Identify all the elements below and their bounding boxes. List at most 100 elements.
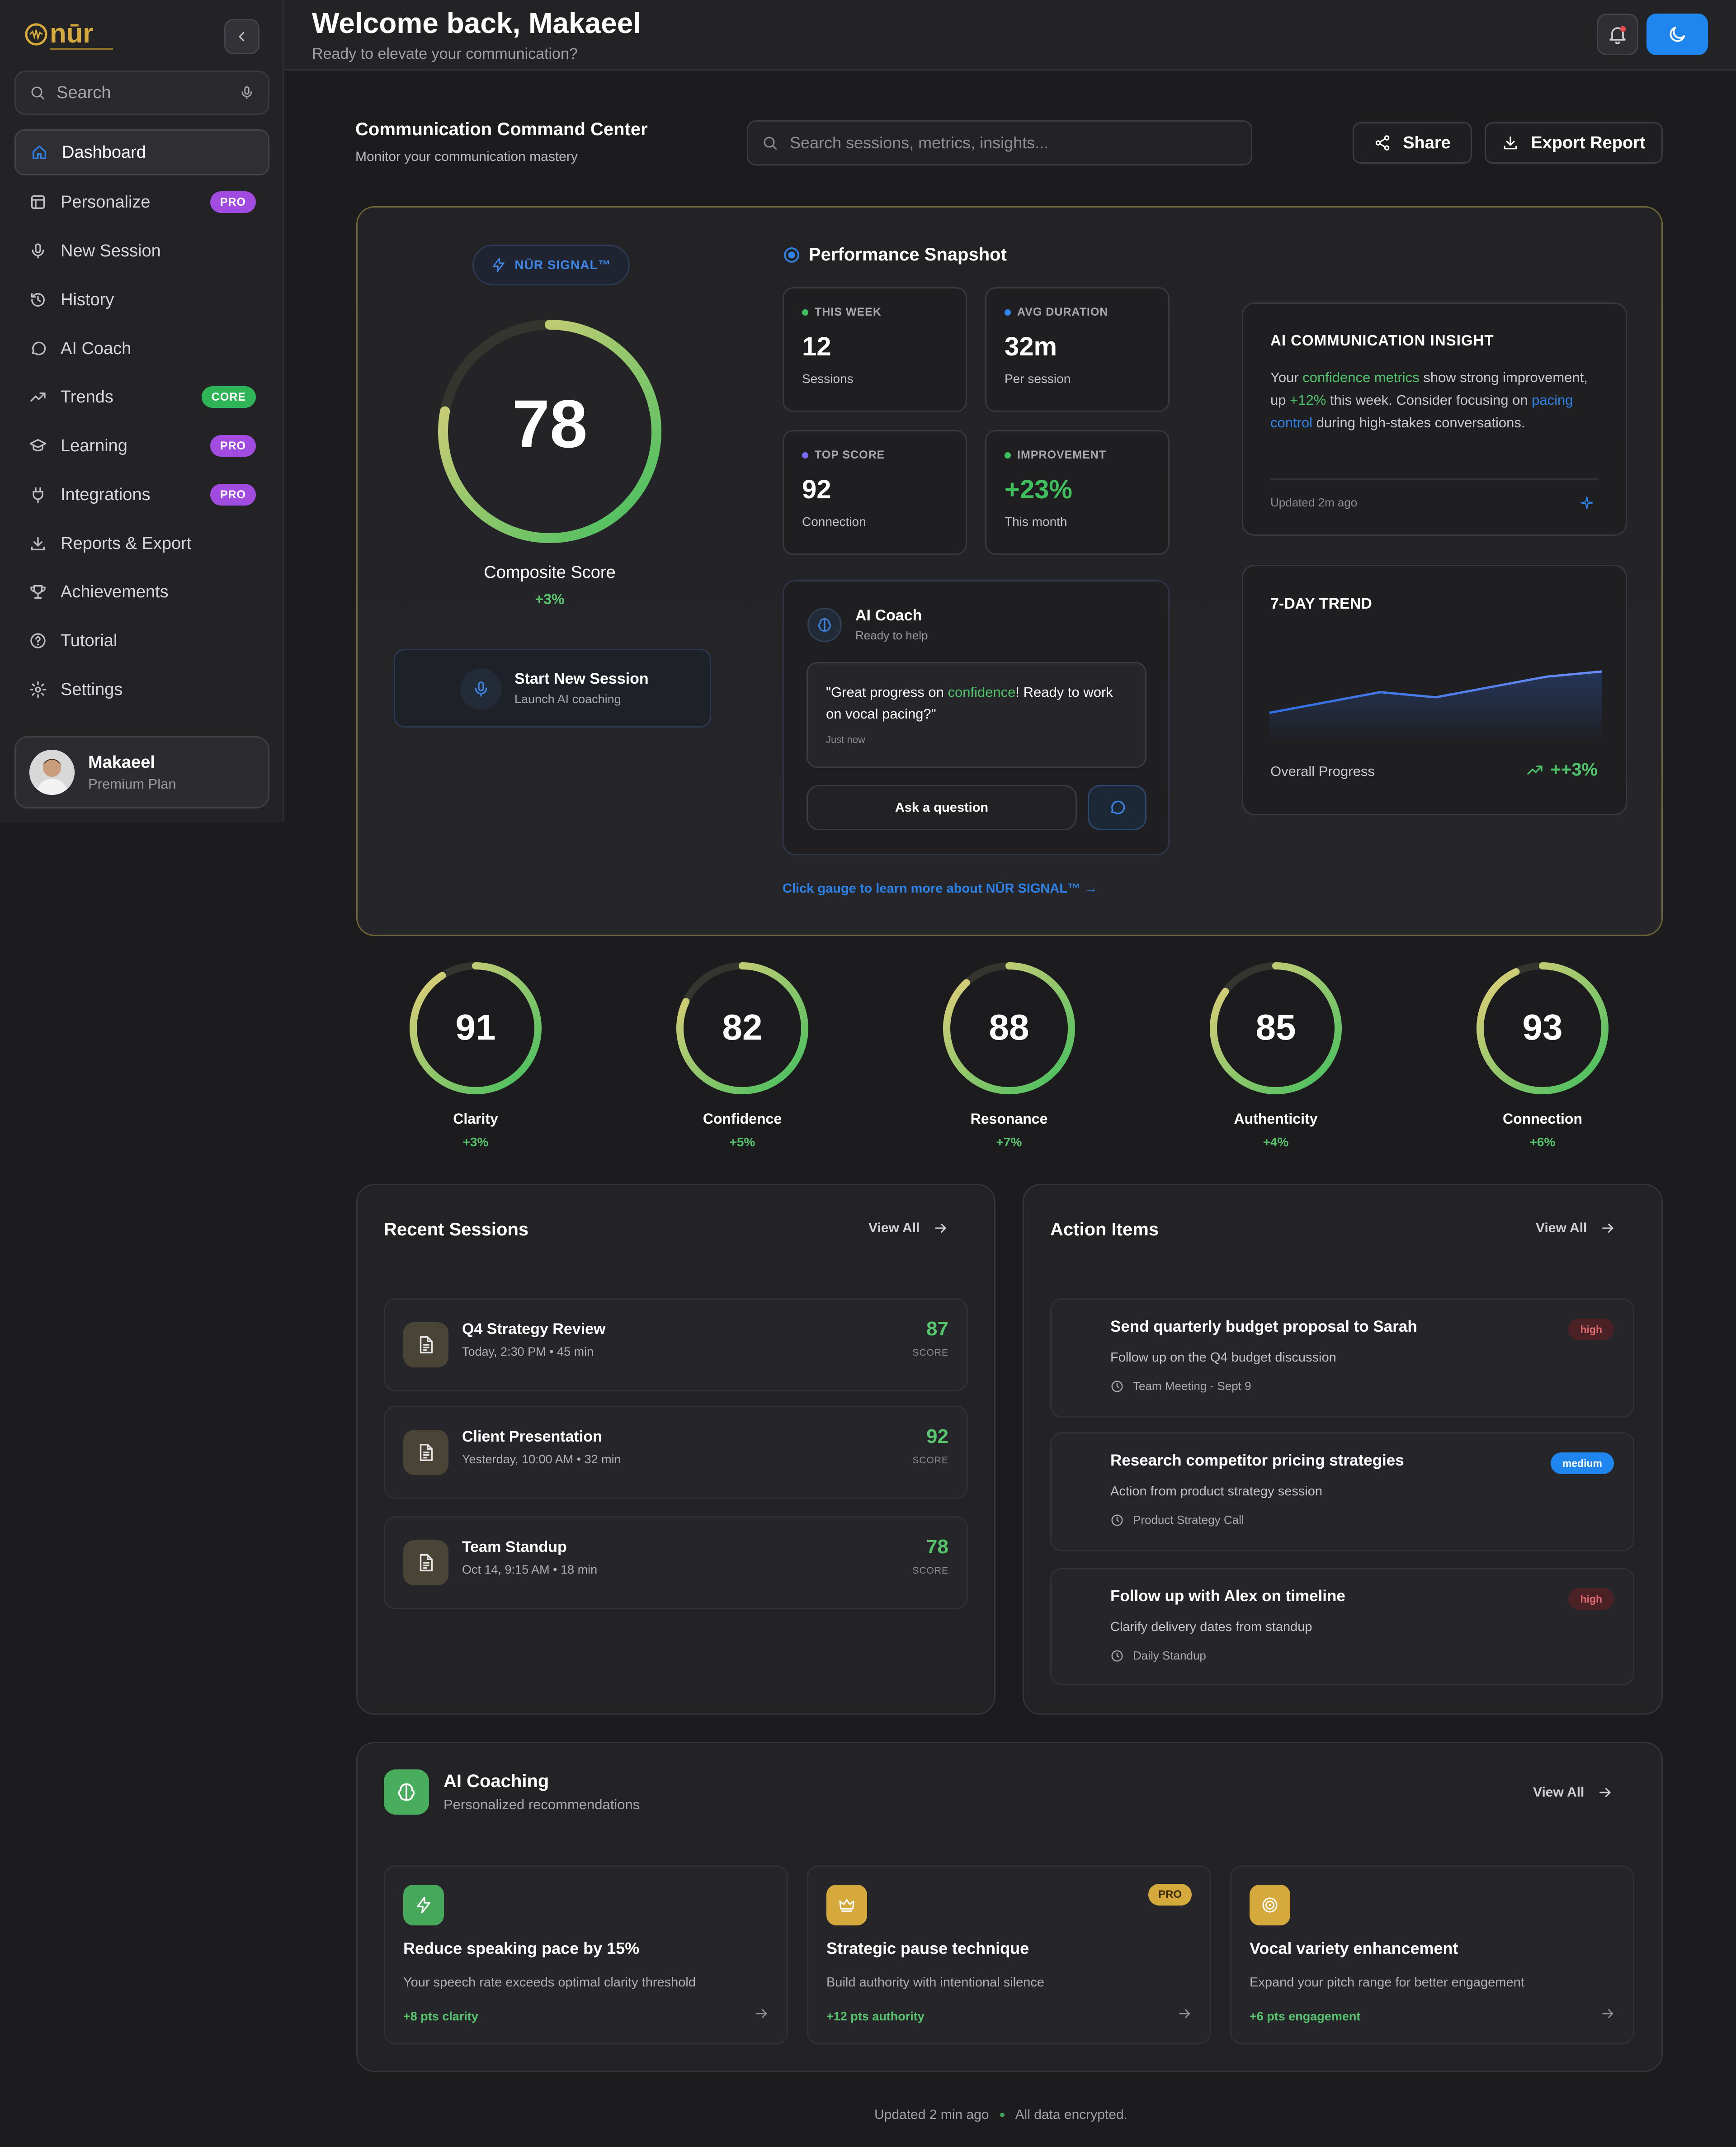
nur-signal-label: NŪR SIGNAL™ [514, 258, 611, 272]
ai-insight-card: AI COMMUNICATION INSIGHT Your confidence… [1242, 303, 1627, 536]
sidebar-item-ai-coach[interactable]: AI Coach [14, 326, 269, 372]
user-profile-card[interactable]: Makaeel Premium Plan [14, 736, 269, 809]
sidebar-item-label: Reports & Export [61, 534, 192, 553]
metric-gauge-connection[interactable]: 93 Connection +6% [1470, 960, 1615, 1168]
recommendation-card[interactable]: Reduce speaking pace by 15% Your speech … [384, 1865, 788, 2044]
lightning-icon [403, 1885, 444, 1925]
ai-coaching-view-all[interactable]: View All [1533, 1785, 1613, 1800]
stat-key: TOP SCORE [815, 449, 885, 461]
sidebar-search[interactable]: Search [14, 71, 269, 115]
sidebar-item-reports-export[interactable]: Reports & Export [14, 520, 269, 567]
arrow-right-icon [1602, 1223, 1613, 1233]
insight-text: Your [1270, 369, 1303, 385]
sidebar-item-settings[interactable]: Settings [14, 667, 269, 713]
ai-coaching-title: AI Coaching [443, 1771, 549, 1791]
action-source: Team Meeting - Sept 9 [1110, 1379, 1251, 1393]
session-meta: Yesterday, 10:00 AM • 32 min [462, 1452, 621, 1466]
session-row[interactable]: Client Presentation Yesterday, 10:00 AM … [384, 1406, 968, 1499]
footer-updated: Updated 2 min ago [874, 2107, 989, 2122]
recommendation-card[interactable]: PRO Strategic pause technique Build auth… [807, 1865, 1211, 2044]
main-search-input[interactable]: Search sessions, metrics, insights... [747, 120, 1252, 166]
stat-key: AVG DURATION [1017, 306, 1109, 318]
recommendation-title: Reduce speaking pace by 15% [403, 1939, 640, 1958]
pro-badge: PRO [210, 191, 256, 213]
sidebar-item-label: Trends [61, 387, 113, 407]
action-item[interactable]: Research competitor pricing strategies A… [1050, 1432, 1634, 1551]
footer: Updated 2 min ago All data encrypted. [874, 2107, 1127, 2123]
document-icon [403, 1430, 448, 1475]
trend-line [1269, 670, 1602, 714]
score-label: SCORE [912, 1565, 948, 1576]
trending-up-icon [27, 386, 49, 408]
microphone-icon[interactable] [239, 85, 255, 100]
microphone-icon [27, 240, 49, 262]
sidebar-item-new-session[interactable]: New Session [14, 228, 269, 274]
status-dot [1005, 309, 1011, 316]
ai-coaching-panel: AI Coaching Personalized recommendations… [356, 1742, 1663, 2072]
metric-gauge-confidence[interactable]: 82 Confidence +5% [670, 960, 815, 1168]
action-desc: Follow up on the Q4 budget discussion [1110, 1350, 1336, 1365]
session-title: Q4 Strategy Review [462, 1320, 606, 1338]
sidebar-item-trends[interactable]: Trends CORE [14, 374, 269, 420]
session-score: 78 [926, 1536, 948, 1558]
metric-gauge-clarity[interactable]: 91 Clarity +3% [403, 960, 548, 1168]
composite-score-gauge[interactable] [434, 316, 665, 547]
session-row[interactable]: Team Standup Oct 14, 9:15 AM • 18 min 78… [384, 1516, 968, 1609]
performance-snapshot-label: Performance Snapshot [809, 245, 1007, 265]
session-score: 92 [926, 1425, 948, 1447]
stat-value: 92 [802, 475, 831, 504]
collapse-sidebar-button[interactable] [224, 19, 259, 54]
command-center-subtitle: Monitor your communication mastery [355, 149, 578, 164]
sidebar-item-learning[interactable]: Learning PRO [14, 423, 269, 469]
metric-score: 91 [455, 1007, 496, 1047]
metric-gauge-authenticity[interactable]: 85 Authenticity +4% [1203, 960, 1348, 1168]
session-meta: Today, 2:30 PM • 45 min [462, 1345, 594, 1358]
recommendation-title: Strategic pause technique [826, 1939, 1029, 1958]
view-all-label: View All [1533, 1785, 1585, 1800]
sidebar-item-integrations[interactable]: Integrations PRO [14, 472, 269, 518]
session-score: 87 [926, 1318, 948, 1340]
action-item[interactable]: Send quarterly budget proposal to Sarah … [1050, 1298, 1634, 1418]
hero-panel: NŪR SIGNAL™ 78 Composite Score +3% Start… [356, 206, 1663, 936]
status-dot [802, 452, 808, 459]
action-item[interactable]: Follow up with Alex on timeline Clarify … [1050, 1568, 1634, 1685]
sidebar-item-dashboard[interactable]: Dashboard [14, 129, 269, 175]
sidebar-item-history[interactable]: History [14, 277, 269, 323]
metric-label: Connection [1503, 1111, 1582, 1127]
stat-sub: This month [1005, 515, 1067, 529]
action-title: Research competitor pricing strategies [1110, 1452, 1404, 1469]
start-new-session-button[interactable]: Start New Session Launch AI coaching [394, 649, 711, 728]
sidebar-item-personalize[interactable]: Personalize PRO [14, 179, 269, 225]
priority-badge: high [1568, 1319, 1614, 1340]
gauge-ring [1477, 962, 1609, 1094]
ai-coaching-subtitle: Personalized recommendations [443, 1797, 640, 1812]
stat-card-this-week: THIS WEEK 12 Sessions [783, 287, 967, 412]
trend-chart [1269, 670, 1602, 742]
notifications-button[interactable] [1597, 14, 1638, 55]
learn-more-link[interactable]: Click gauge to learn more about NŪR SIGN… [783, 881, 1098, 896]
send-message-button[interactable] [1088, 785, 1146, 830]
command-center-title: Communication Command Center [355, 119, 648, 139]
export-report-button[interactable]: Export Report [1485, 122, 1663, 164]
composite-score-value: 78 [512, 386, 588, 462]
sidebar-item-label: Tutorial [61, 631, 118, 650]
share-button[interactable]: Share [1353, 122, 1472, 164]
metric-gauge-resonance[interactable]: 88 Resonance +7% [937, 960, 1081, 1168]
nur-signal-pill[interactable]: NŪR SIGNAL™ [472, 245, 630, 285]
brain-icon [384, 1769, 429, 1815]
recommendation-card[interactable]: Vocal variety enhancement Expand your pi… [1230, 1865, 1634, 2044]
stat-key: IMPROVEMENT [1017, 449, 1107, 461]
action-items-view-all[interactable]: View All [1536, 1220, 1616, 1236]
trend-value-text: ++3% [1550, 760, 1598, 780]
message-time: Just now [826, 734, 865, 745]
clock-icon [1111, 1514, 1123, 1526]
priority-badge: medium [1550, 1452, 1614, 1474]
metric-delta: +7% [996, 1135, 1022, 1149]
plug-icon [27, 484, 49, 506]
recent-sessions-view-all[interactable]: View All [868, 1220, 948, 1236]
session-row[interactable]: Q4 Strategy Review Today, 2:30 PM • 45 m… [384, 1298, 968, 1391]
ask-question-button[interactable]: Ask a question [807, 785, 1077, 830]
sidebar-item-tutorial[interactable]: Tutorial [14, 618, 269, 664]
sidebar-item-achievements[interactable]: Achievements [14, 569, 269, 615]
theme-toggle-button[interactable] [1646, 14, 1708, 55]
